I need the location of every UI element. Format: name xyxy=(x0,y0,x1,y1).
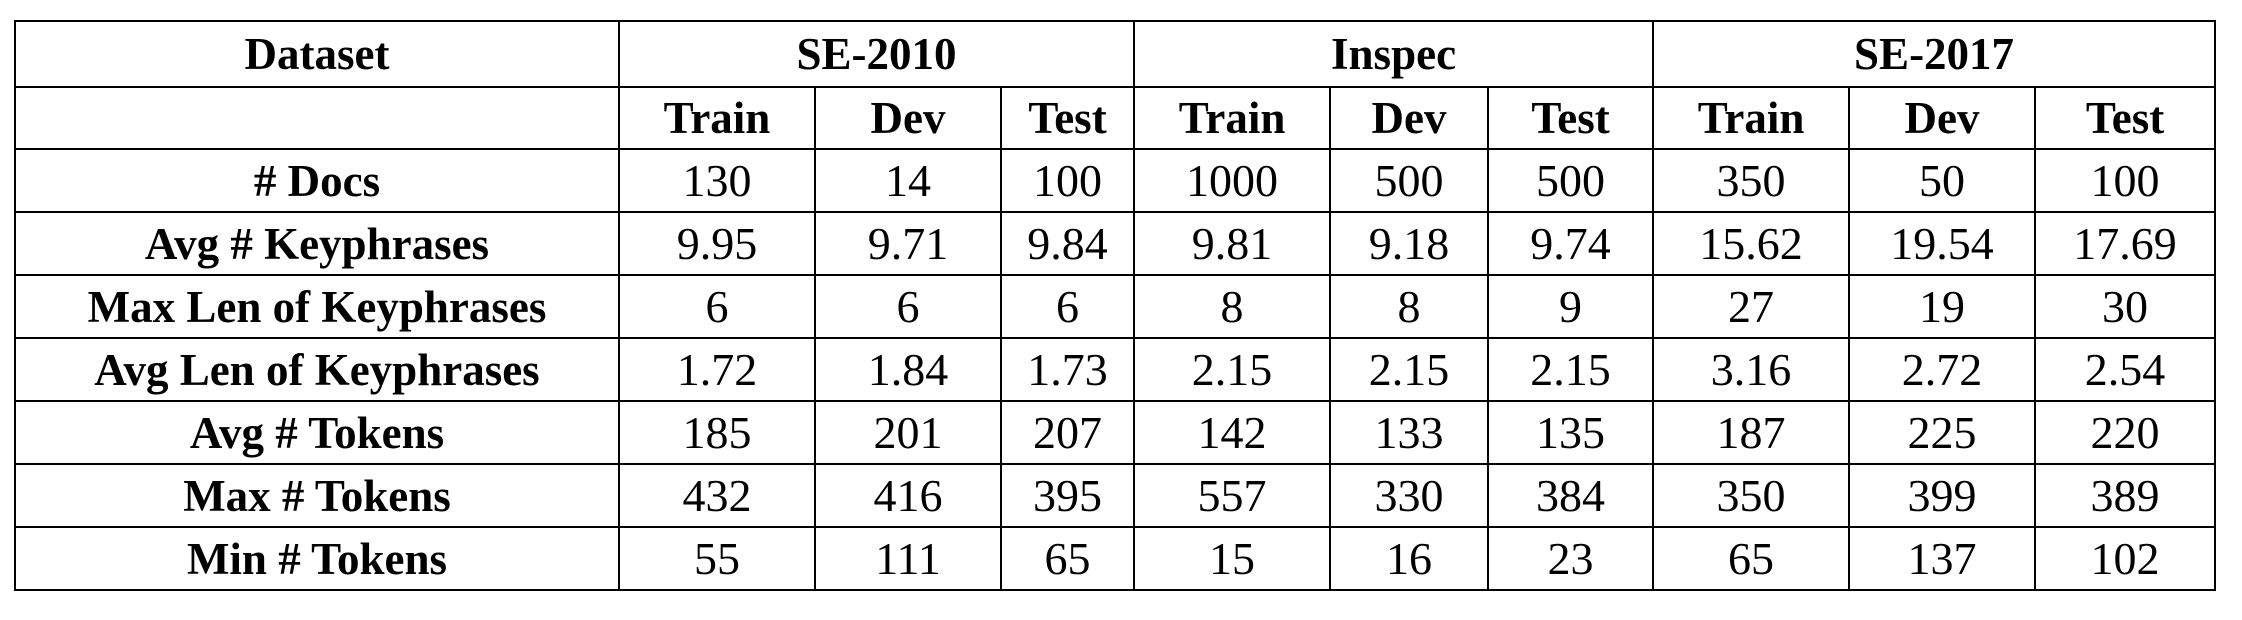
table-cell: 133 xyxy=(1329,400,1490,465)
table-cell: 1.73 xyxy=(999,337,1136,402)
table-cell: 395 xyxy=(999,463,1136,528)
row-label: Max # Tokens xyxy=(14,463,620,528)
table-cell: 2.72 xyxy=(1848,337,2037,402)
table-cell: 557 xyxy=(1133,463,1332,528)
table-cell: 14 xyxy=(814,148,1002,213)
table-cell: 100 xyxy=(999,148,1136,213)
split-header: Dev xyxy=(1329,86,1490,150)
split-header: Test xyxy=(999,86,1136,150)
split-header: Test xyxy=(2034,86,2217,150)
table-cell: 1.84 xyxy=(814,337,1002,402)
row-label: Avg Len of Keyphrases xyxy=(14,337,620,402)
table-cell: 6 xyxy=(999,274,1136,339)
table-row: Avg # Keyphrases 9.95 9.71 9.84 9.81 9.1… xyxy=(14,211,2217,276)
table-cell: 27 xyxy=(1652,274,1851,339)
split-header: Train xyxy=(618,86,816,150)
table-cell: 9.81 xyxy=(1133,211,1332,276)
split-header: Train xyxy=(1133,86,1332,150)
table-cell: 185 xyxy=(618,400,816,465)
table-cell: 2.15 xyxy=(1329,337,1490,402)
row-label: Min # Tokens xyxy=(14,526,620,591)
group-header-row: Dataset SE-2010 Inspec SE-2017 xyxy=(14,20,2217,88)
table-cell: 416 xyxy=(814,463,1002,528)
table-cell: 220 xyxy=(2034,400,2217,465)
table-cell: 207 xyxy=(999,400,1136,465)
table-cell: 350 xyxy=(1652,148,1851,213)
split-header-blank xyxy=(14,86,620,150)
table-cell: 15 xyxy=(1133,526,1332,591)
table-row: Avg Len of Keyphrases 1.72 1.84 1.73 2.1… xyxy=(14,337,2217,402)
table-cell: 9.18 xyxy=(1329,211,1490,276)
table-cell: 65 xyxy=(1652,526,1851,591)
table-cell: 2.54 xyxy=(2034,337,2217,402)
table-cell: 100 xyxy=(2034,148,2217,213)
table-cell: 500 xyxy=(1487,148,1655,213)
table-cell: 9.71 xyxy=(814,211,1002,276)
table-cell: 8 xyxy=(1133,274,1332,339)
table-cell: 6 xyxy=(618,274,816,339)
table-cell: 389 xyxy=(2034,463,2217,528)
table-cell: 130 xyxy=(618,148,816,213)
table-body: # Docs 130 14 100 1000 500 500 350 50 10… xyxy=(14,148,2217,591)
table-cell: 225 xyxy=(1848,400,2037,465)
table-cell: 330 xyxy=(1329,463,1490,528)
table-cell: 3.16 xyxy=(1652,337,1851,402)
table-cell: 19 xyxy=(1848,274,2037,339)
table-cell: 9.74 xyxy=(1487,211,1655,276)
dataset-statistics-table: Dataset SE-2010 Inspec SE-2017 Train Dev… xyxy=(14,20,2217,591)
split-header: Dev xyxy=(1848,86,2037,150)
split-header-row: Train Dev Test Train Dev Test Train Dev … xyxy=(14,86,2217,150)
table-cell: 9.95 xyxy=(618,211,816,276)
row-label: Avg # Keyphrases xyxy=(14,211,620,276)
table-row: Max # Tokens 432 416 395 557 330 384 350… xyxy=(14,463,2217,528)
table-cell: 1000 xyxy=(1133,148,1332,213)
table-row: # Docs 130 14 100 1000 500 500 350 50 10… xyxy=(14,148,2217,213)
table-cell: 50 xyxy=(1848,148,2037,213)
group-header-inspec: Inspec xyxy=(1133,20,1655,88)
row-label: Avg # Tokens xyxy=(14,400,620,465)
table-cell: 137 xyxy=(1848,526,2037,591)
split-header: Dev xyxy=(814,86,1002,150)
table-cell: 9 xyxy=(1487,274,1655,339)
table-cell: 6 xyxy=(814,274,1002,339)
table-cell: 399 xyxy=(1848,463,2037,528)
table-row: Max Len of Keyphrases 6 6 6 8 8 9 27 19 … xyxy=(14,274,2217,339)
table-cell: 8 xyxy=(1329,274,1490,339)
table-cell: 30 xyxy=(2034,274,2217,339)
table-cell: 201 xyxy=(814,400,1002,465)
table-cell: 1.72 xyxy=(618,337,816,402)
table-cell: 187 xyxy=(1652,400,1851,465)
table-cell: 111 xyxy=(814,526,1002,591)
table-cell: 17.69 xyxy=(2034,211,2217,276)
table-cell: 432 xyxy=(618,463,816,528)
table-row: Min # Tokens 55 111 65 15 16 23 65 137 1… xyxy=(14,526,2217,591)
table-row: Avg # Tokens 185 201 207 142 133 135 187… xyxy=(14,400,2217,465)
table-cell: 2.15 xyxy=(1133,337,1332,402)
row-label: # Docs xyxy=(14,148,620,213)
table-cell: 9.84 xyxy=(999,211,1136,276)
table-cell: 55 xyxy=(618,526,816,591)
group-header-se2017: SE-2017 xyxy=(1652,20,2217,88)
split-header: Train xyxy=(1652,86,1851,150)
table-cell: 384 xyxy=(1487,463,1655,528)
table-cell: 2.15 xyxy=(1487,337,1655,402)
table-cell: 135 xyxy=(1487,400,1655,465)
table-cell: 142 xyxy=(1133,400,1332,465)
table-cell: 23 xyxy=(1487,526,1655,591)
table-cell: 16 xyxy=(1329,526,1490,591)
split-header: Test xyxy=(1487,86,1655,150)
table-cell: 15.62 xyxy=(1652,211,1851,276)
table-cell: 19.54 xyxy=(1848,211,2037,276)
table-cell: 350 xyxy=(1652,463,1851,528)
group-header-se2010: SE-2010 xyxy=(617,20,1136,88)
table-cell: 500 xyxy=(1329,148,1490,213)
table-cell: 65 xyxy=(999,526,1136,591)
dataset-header: Dataset xyxy=(14,20,620,88)
row-label: Max Len of Keyphrases xyxy=(14,274,620,339)
table-cell: 102 xyxy=(2034,526,2217,591)
